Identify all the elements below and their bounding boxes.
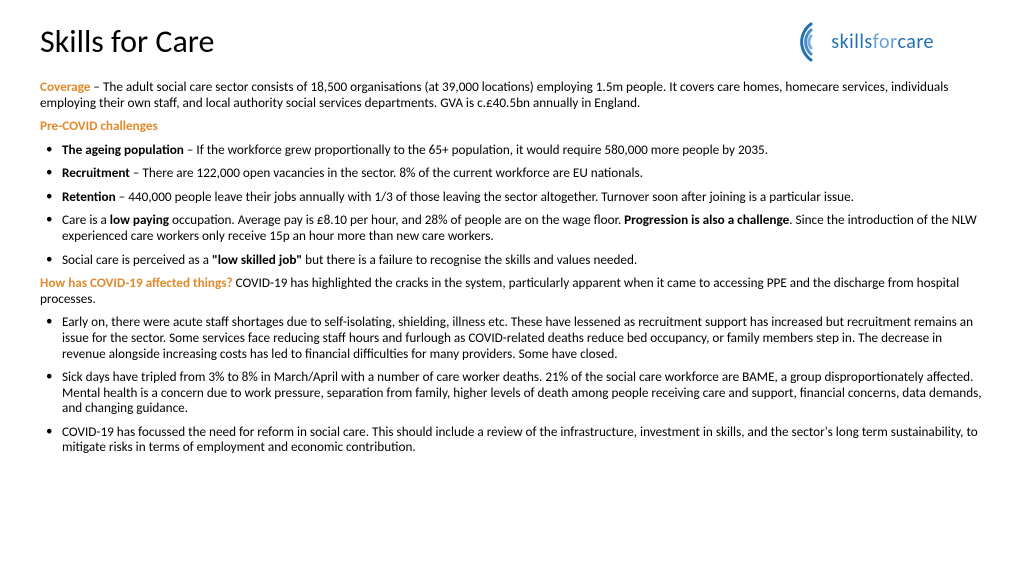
coverage-label: Coverage: [40, 78, 90, 95]
covid-list: Early on, there were acute staff shortag…: [40, 314, 984, 455]
list-item: COVID-19 has focussed the need for refor…: [40, 424, 984, 455]
page-title: Skills for Care: [40, 22, 214, 61]
skillsforcare-logo: skillsforcare: [777, 18, 934, 66]
list-item: Early on, there were acute staff shortag…: [40, 314, 984, 361]
list-item: Sick days have tripled from 3% to 8% in …: [40, 369, 984, 416]
logo-arcs-icon: [777, 18, 825, 66]
coverage-paragraph: Coverage – The adult social care sector …: [40, 79, 984, 110]
logo-text: skillsforcare: [831, 30, 934, 54]
covid-heading-paragraph: How has COVID-19 affected things? COVID-…: [40, 275, 984, 306]
list-item: Recruitment – There are 122,000 open vac…: [40, 165, 984, 181]
list-item: Retention – 440,000 people leave their j…: [40, 189, 984, 205]
precovid-heading: Pre-COVID challenges: [40, 118, 984, 134]
list-item: Care is a low paying occupation. Average…: [40, 212, 984, 243]
list-item: The ageing population – If the workforce…: [40, 142, 984, 158]
covid-heading: How has COVID-19 affected things?: [40, 274, 233, 291]
precovid-list: The ageing population – If the workforce…: [40, 142, 984, 267]
coverage-text: – The adult social care sector consists …: [40, 78, 948, 111]
list-item: Social care is perceived as a "low skill…: [40, 252, 984, 268]
